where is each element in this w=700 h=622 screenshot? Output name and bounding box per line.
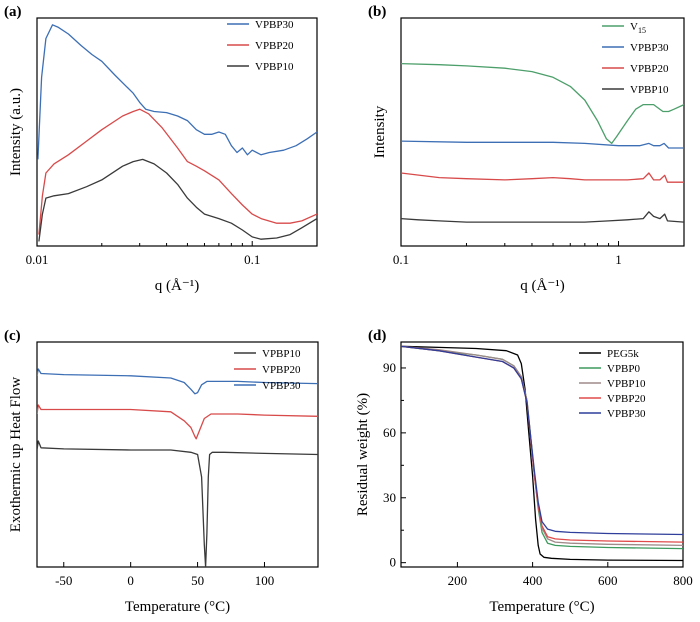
- series-vpbp30: [401, 140, 684, 149]
- x-tick-label: 100: [255, 573, 275, 588]
- panel-a: 0.01 0.1 VPBP30 VPBP20 VPBP10 (a) q (Å⁻¹) Inten…: [4, 4, 318, 294]
- legend-vpbp30: VPBP30: [602, 42, 669, 54]
- legend-label: VPBP20: [607, 393, 646, 405]
- x-tick-label: -50: [55, 573, 72, 588]
- legend-v15: V15: [602, 21, 646, 35]
- legend-label: VPBP10: [255, 61, 294, 73]
- x-tick-label: 0.1: [244, 252, 260, 267]
- y-axis-label: Exothermic up Heat Flow: [8, 377, 24, 533]
- legend-vpbp30: VPBP30: [579, 408, 646, 420]
- x-tick-label: 0.1: [393, 252, 409, 267]
- legend-vpbp20: VPBP20: [234, 364, 301, 376]
- legend-vpbp20: VPBP20: [227, 40, 294, 52]
- x-tick-label: 50: [191, 573, 204, 588]
- legend-vpbp10: VPBP10: [579, 378, 646, 390]
- legend-label: VPBP30: [607, 408, 646, 420]
- panel-c: -50 0 50 100 VPBP10 VPBP20 VPBP30 (c) Temperatur…: [4, 328, 319, 615]
- plot-frame: [36, 17, 318, 247]
- x-axis-label: q (Å⁻¹): [155, 278, 200, 294]
- plot-frame: [400, 17, 685, 247]
- x-tick-label: 600: [598, 573, 618, 588]
- legend-label: VPBP20: [255, 40, 294, 52]
- legend-label: VPBP10: [630, 84, 669, 96]
- panel-label: (a): [4, 4, 22, 20]
- legend-label: VPBP10: [607, 378, 646, 390]
- panel-b: 0.1 1 V15 VPBP30 VPBP20 VPBP10 (b) q (Å⁻¹) Inten…: [368, 4, 685, 294]
- legend-label: VPBP0: [607, 363, 641, 375]
- x-tick-label: 0: [127, 573, 134, 588]
- x-axis-label: Temperature (°C): [489, 599, 594, 615]
- y-tick-label: 30: [383, 490, 396, 505]
- series-vpbp10: [401, 345, 683, 547]
- panel-label: (d): [368, 328, 386, 344]
- x-axis-label: q (Å⁻¹): [520, 278, 565, 294]
- x-tick-label: 200: [448, 573, 468, 588]
- panel-d: 200 400 600 800 0 30 60 90 PEG5k VPBP0 VPBP10 VPBP2…: [355, 328, 693, 615]
- legend-vpbp20: VPBP20: [602, 63, 669, 75]
- series-vpbp20: [37, 404, 318, 440]
- series-vpbp10: [37, 440, 318, 567]
- legend-label: VPBP20: [630, 63, 669, 75]
- series-peg5k: [401, 345, 683, 562]
- y-axis-label: Intensity (a.u.): [8, 88, 24, 176]
- x-tick-label: 0.01: [26, 252, 49, 267]
- legend-label: PEG5k: [607, 348, 639, 360]
- series-vpbp20: [401, 345, 683, 543]
- series-vpbp30: [401, 345, 683, 536]
- series-vpbp20: [401, 172, 684, 183]
- legend-subscript: 15: [638, 26, 646, 35]
- y-tick-label: 0: [390, 555, 397, 570]
- legend-vpbp20: VPBP20: [579, 393, 646, 405]
- series-vpbp10: [401, 211, 684, 223]
- legend-vpbp10: VPBP10: [602, 84, 669, 96]
- panel-label: (b): [368, 4, 386, 20]
- legend-label: V15: [630, 21, 646, 35]
- legend-peg5k: PEG5k: [579, 348, 639, 360]
- plot-frame: [400, 341, 684, 568]
- legend-vpbp0: VPBP0: [579, 363, 641, 375]
- series-vpbp10: [38, 158, 317, 242]
- panel-label: (c): [4, 328, 21, 344]
- legend-vpbp30: VPBP30: [227, 19, 294, 31]
- legend-vpbp10: VPBP10: [234, 348, 301, 360]
- legend-label: VPBP10: [262, 348, 301, 360]
- legend-label: VPBP30: [630, 42, 669, 54]
- x-tick-label: 800: [673, 573, 693, 588]
- y-tick-label: 90: [383, 360, 396, 375]
- legend-label: VPBP30: [255, 19, 294, 31]
- series-vpbp30: [37, 368, 318, 395]
- series-v15: [401, 62, 684, 145]
- x-tick-label: 400: [523, 573, 543, 588]
- series-vpbp30: [37, 24, 317, 160]
- x-tick-label: 1: [615, 252, 622, 267]
- y-tick-label: 60: [383, 425, 396, 440]
- y-axis-label: Residual weight (%): [355, 393, 371, 516]
- legend-label: VPBP30: [262, 380, 301, 392]
- legend-vpbp30: VPBP30: [234, 380, 301, 392]
- x-axis-label: Temperature (°C): [125, 599, 230, 615]
- series-vpbp20: [38, 108, 317, 235]
- legend-vpbp10: VPBP10: [227, 61, 294, 73]
- y-axis-label: Intensity: [372, 105, 388, 158]
- legend-label: VPBP20: [262, 364, 301, 376]
